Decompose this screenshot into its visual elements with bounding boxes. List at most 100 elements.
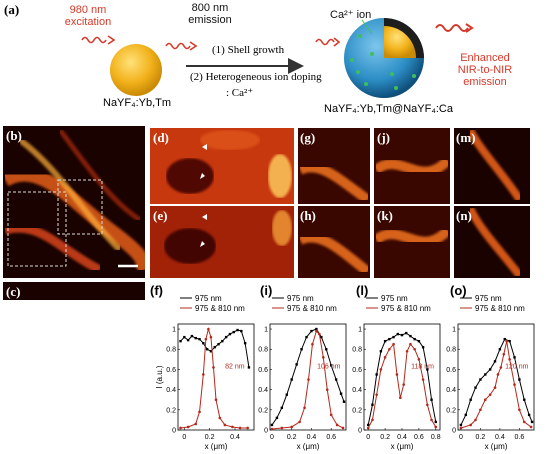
data-point [212, 366, 215, 369]
data-point [413, 347, 416, 351]
data-point [305, 335, 308, 339]
data-point [290, 425, 294, 429]
x-tick-label: 0.4 [307, 434, 317, 441]
data-point [530, 420, 534, 424]
data-point [474, 418, 477, 422]
chart-panel-label: (i) [260, 283, 272, 298]
series-line [367, 332, 437, 426]
data-point [335, 423, 339, 427]
legend-label: 975 & 810 nm [381, 304, 431, 313]
emission-text: emission [188, 14, 232, 26]
data-point [375, 393, 378, 396]
axes-frame [457, 323, 535, 431]
x-axis-label: x (μm) [485, 442, 508, 451]
y-tick-label: 0.8 [258, 347, 268, 354]
data-point [329, 364, 333, 367]
data-point [300, 348, 303, 351]
ca-ion-dots [350, 34, 416, 90]
data-point [379, 368, 383, 371]
chart-panel-label: (f) [150, 283, 163, 298]
y-tick-label: 0.4 [446, 387, 456, 394]
data-point [508, 339, 511, 343]
enhanced-label: Enhanced NIR-to-NIR emission [440, 52, 530, 88]
data-point [367, 423, 370, 427]
data-point [469, 423, 472, 427]
data-point [240, 329, 243, 333]
data-point [502, 352, 506, 356]
y-tick-label: 1 [452, 327, 456, 334]
data-point [426, 403, 429, 407]
data-point [232, 330, 235, 334]
data-point [417, 358, 421, 361]
x-tick-label: 0.4 [230, 434, 240, 441]
data-point [213, 346, 216, 349]
ca-ion-label: Ca²⁺ ion [330, 9, 372, 21]
data-point [396, 332, 399, 336]
data-point [231, 425, 234, 429]
y-tick-label: 1 [172, 327, 176, 334]
data-point [318, 332, 321, 336]
step-2-sub: : Ca²⁺ [226, 87, 254, 99]
data-point [484, 373, 487, 376]
core-nanoparticle [110, 44, 162, 96]
y-tick-label: 1 [264, 327, 268, 334]
x-tick-label: 0.2 [380, 434, 390, 441]
data-point [204, 337, 208, 341]
x-axis-label: x (μm) [297, 442, 320, 451]
image-e [150, 206, 294, 278]
schematic-graphic [81, 18, 474, 98]
data-point [295, 363, 298, 366]
data-point [339, 392, 343, 395]
data-point [479, 378, 482, 381]
data-point [270, 423, 274, 427]
data-point [421, 346, 425, 349]
data-point [371, 418, 374, 422]
data-point [285, 393, 288, 396]
axes-frame [177, 323, 255, 431]
data-point [303, 406, 306, 410]
enhanced-emission-wave-icon [435, 24, 469, 32]
data-point [474, 386, 477, 389]
panel-label-d: (d) [153, 130, 169, 145]
data-point [488, 393, 492, 396]
y-tick-label: 1 [358, 327, 362, 334]
product-excitation-wave-icon [315, 38, 335, 46]
data-point [186, 425, 190, 429]
data-point [493, 360, 497, 363]
data-point [400, 333, 404, 337]
enhanced-line-2: NIR-to-NIR [457, 64, 513, 76]
excitation-wave-icon [81, 36, 107, 44]
series-line [271, 330, 344, 430]
data-point [315, 329, 318, 333]
series-line [460, 341, 532, 429]
data-point [209, 335, 213, 339]
data-point [395, 373, 399, 376]
emission-wavelength: 800 nm [191, 2, 229, 14]
data-point [498, 348, 502, 351]
y-tick-label: 0.4 [258, 387, 268, 394]
panel-label-e: (e) [153, 208, 168, 223]
data-point [421, 378, 425, 381]
data-point [310, 329, 313, 333]
data-point [479, 408, 482, 412]
legend-label: 975 nm [195, 294, 222, 303]
data-point [218, 416, 222, 420]
data-point [417, 339, 421, 343]
data-point [388, 337, 391, 341]
image-m [454, 128, 530, 204]
y-tick-label: 0.8 [352, 347, 362, 354]
fwhm-annotation: 118 nm [411, 364, 434, 371]
data-point [321, 356, 325, 359]
data-point [405, 349, 409, 353]
x-tick-label: 0 [182, 434, 186, 441]
data-point [508, 358, 511, 361]
data-point [496, 373, 500, 376]
x-tick-label: 0.2 [476, 434, 486, 441]
y-tick-label: 0 [264, 428, 268, 435]
data-point [179, 426, 182, 430]
product-formula: NaYF₄:Yb,Tm@NaYF₄:Ca [324, 103, 453, 115]
data-point [383, 356, 387, 359]
data-point [224, 335, 228, 339]
panel-label-j: (j) [377, 130, 390, 145]
